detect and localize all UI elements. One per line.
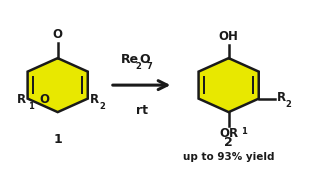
Text: R: R	[90, 93, 100, 106]
Text: O: O	[139, 53, 150, 66]
Text: up to 93% yield: up to 93% yield	[183, 152, 274, 162]
Text: 2: 2	[135, 62, 141, 71]
Text: 7: 7	[147, 62, 153, 71]
Polygon shape	[28, 58, 88, 112]
Text: Re: Re	[121, 53, 139, 66]
Text: 2: 2	[286, 101, 292, 109]
Text: O: O	[40, 93, 50, 106]
Text: OH: OH	[219, 30, 238, 43]
Text: rt: rt	[135, 104, 148, 117]
Text: R: R	[277, 91, 286, 104]
Text: 2: 2	[224, 136, 233, 149]
Text: OR: OR	[219, 127, 238, 140]
Polygon shape	[198, 58, 259, 112]
Text: 1: 1	[53, 133, 62, 146]
Text: 1: 1	[241, 127, 247, 136]
Text: 1: 1	[28, 102, 33, 111]
Text: R: R	[17, 93, 26, 106]
Text: O: O	[53, 28, 63, 41]
Text: 2: 2	[99, 102, 105, 111]
